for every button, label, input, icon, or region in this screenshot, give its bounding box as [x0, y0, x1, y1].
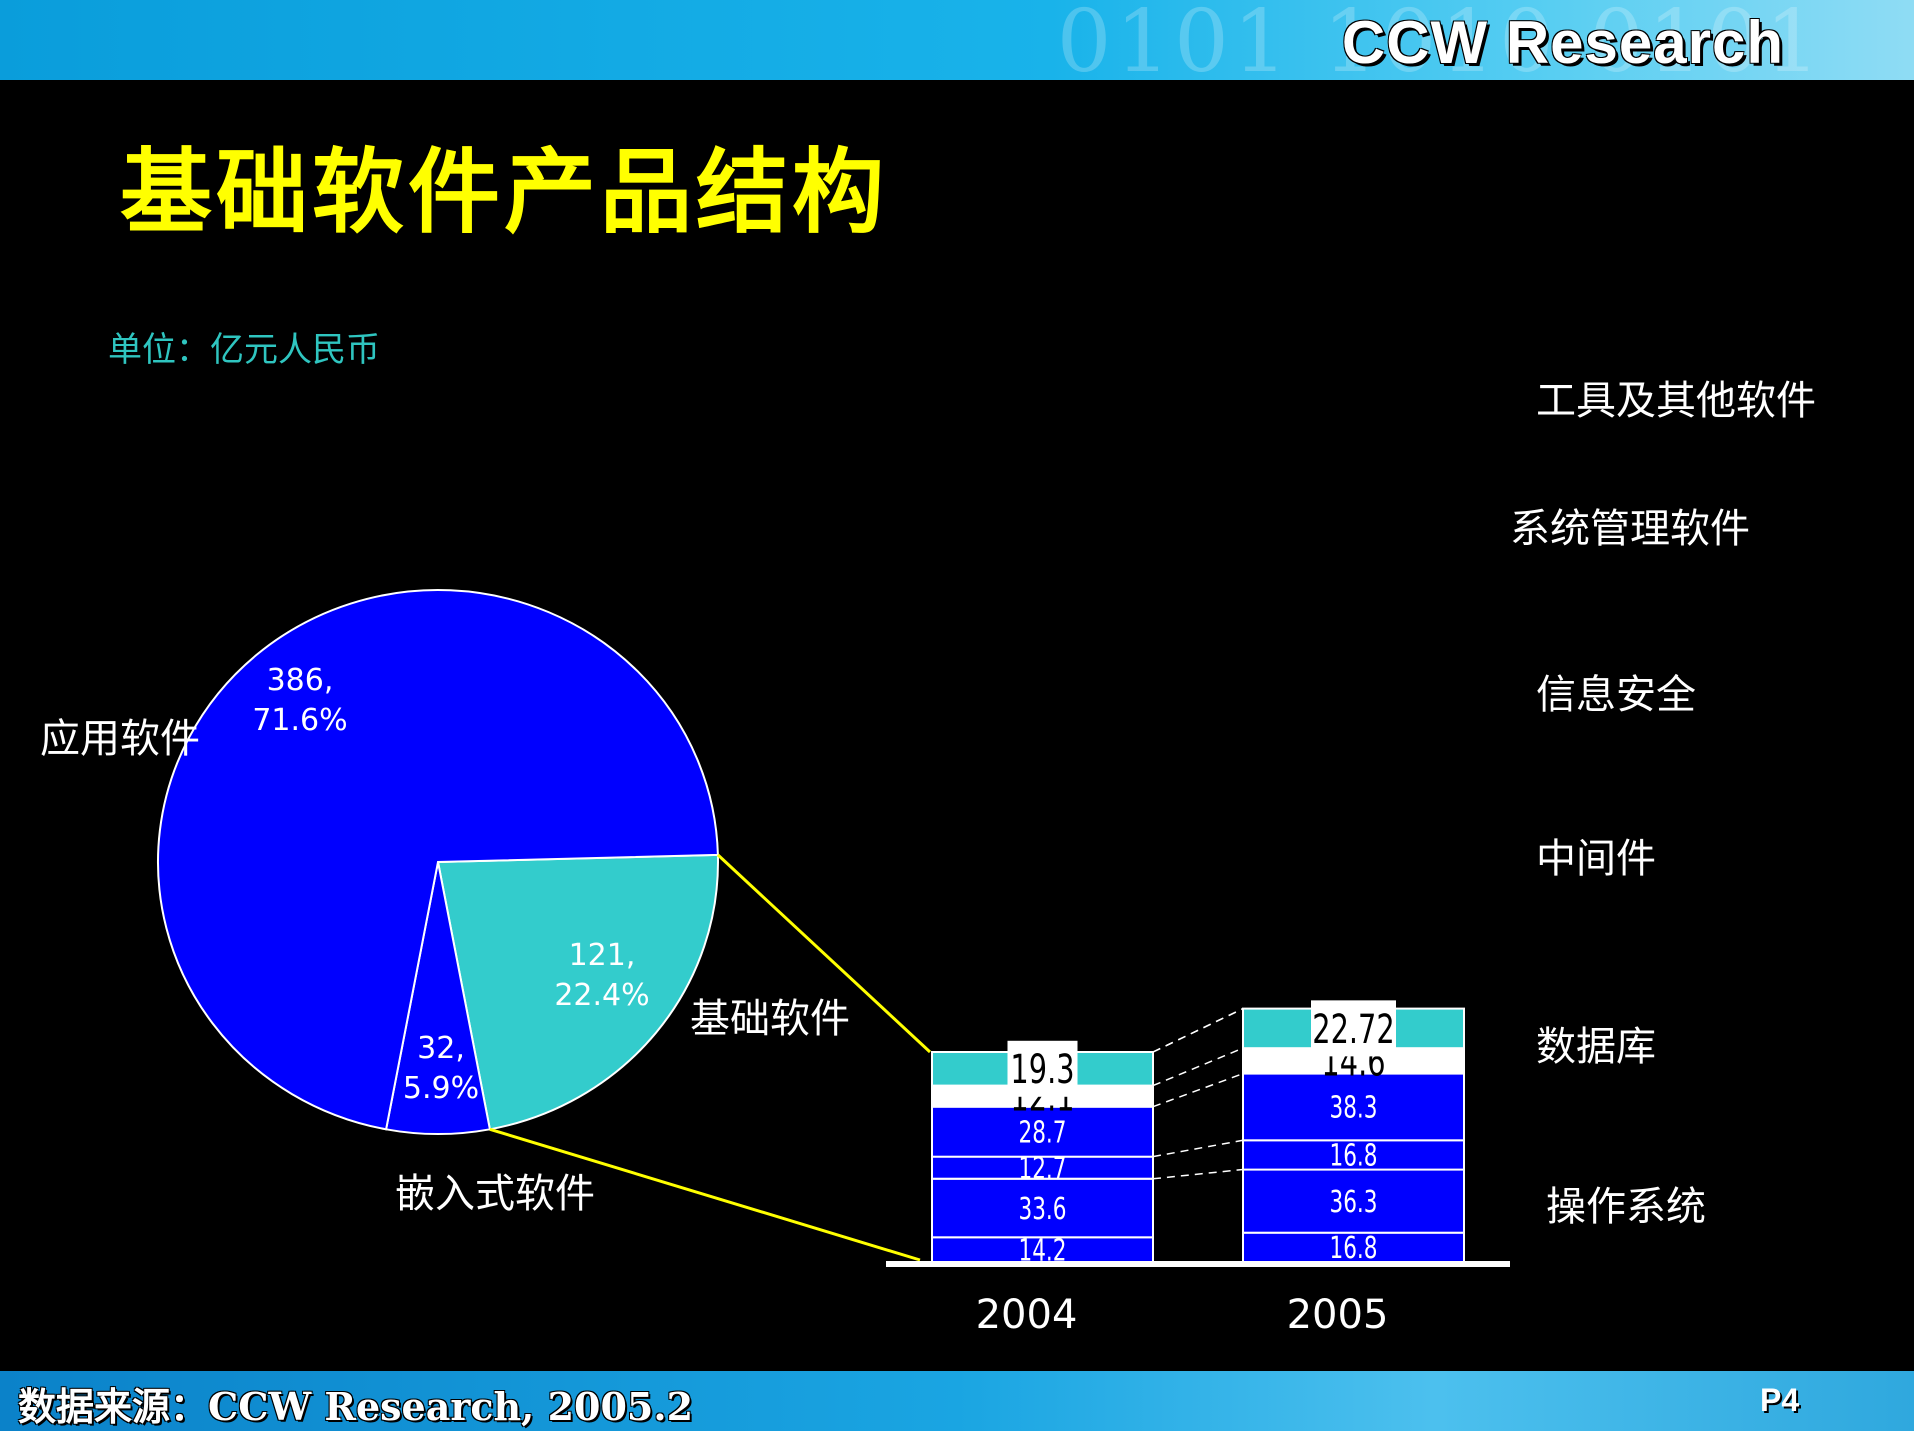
pie-slice-label: 32, 5.9% — [403, 1031, 479, 1106]
legend-label: 工具及其他软件 — [1536, 378, 1816, 424]
x-tick-label: 2004 — [976, 1292, 1078, 1338]
dashed-connector — [1152, 1047, 1244, 1087]
page-number: P4 — [1760, 1382, 1800, 1418]
bar-segment — [931, 1105, 1154, 1158]
bar-value-label-bg — [1311, 1000, 1396, 1057]
legend-label: 中间件 — [1536, 836, 1656, 882]
top-banner: 0101 1010 0101 — [0, 0, 1914, 92]
bar-segment — [1242, 1231, 1465, 1263]
pie-slice — [436, 853, 719, 1131]
brand-logo: CCW Research — [1341, 9, 1784, 76]
x-tick-label: 2005 — [1287, 1292, 1389, 1338]
dashed-connector — [1152, 1139, 1244, 1158]
bar-value-label: 22.72 — [1312, 1007, 1394, 1053]
bar-segment — [1242, 1139, 1465, 1171]
yellow-connector — [489, 1127, 921, 1262]
pie-category-label: 应用软件 — [40, 716, 200, 762]
dashed-connector — [1152, 1007, 1244, 1053]
slide-title: 基础软件产品结构 — [120, 139, 889, 246]
bar-value-label: 19.3 — [1010, 1048, 1074, 1094]
bar-segment — [1242, 1168, 1465, 1234]
dashed-connector — [1152, 1168, 1244, 1180]
legend-label: 操作系统 — [1546, 1184, 1706, 1230]
connector-lines — [489, 853, 1244, 1262]
bar-value-label: 12.7 — [1018, 1152, 1066, 1186]
stacked-bar-chart: 14.233.612.728.712.119.3200416.836.316.8… — [886, 378, 1816, 1338]
bar-value-label: 38.3 — [1329, 1091, 1377, 1125]
bar-value-label: 16.8 — [1329, 1139, 1377, 1173]
bar-value-label: 36.3 — [1329, 1186, 1377, 1220]
bar-value-label: 33.6 — [1018, 1192, 1066, 1226]
dashed-connector — [1152, 1072, 1244, 1108]
bar-value-label-bg — [1007, 1040, 1078, 1097]
bar-value-label: 16.8 — [1329, 1232, 1377, 1266]
source-note: 数据来源：CCW Research, 2005.2 — [18, 1384, 694, 1429]
yellow-connector — [716, 853, 932, 1054]
legend-label: 信息安全 — [1536, 672, 1696, 718]
pie-slice-label: 386, 71.6% — [252, 663, 347, 738]
unit-label: 单位：亿元人民币 — [108, 330, 380, 370]
pie-slice — [156, 589, 719, 1131]
bar-value-label: 28.7 — [1018, 1116, 1066, 1150]
binary-decoration: 0101 1010 0101 — [1056, 0, 1824, 92]
bottom-banner — [0, 1371, 1914, 1431]
pie-slice-label: 121, 22.4% — [554, 938, 649, 1013]
legend-label: 系统管理软件 — [1510, 506, 1750, 552]
legend-label: 数据库 — [1536, 1024, 1656, 1070]
pie-category-label: 嵌入式软件 — [395, 1171, 595, 1217]
pie-category-label: 基础软件 — [690, 996, 850, 1042]
